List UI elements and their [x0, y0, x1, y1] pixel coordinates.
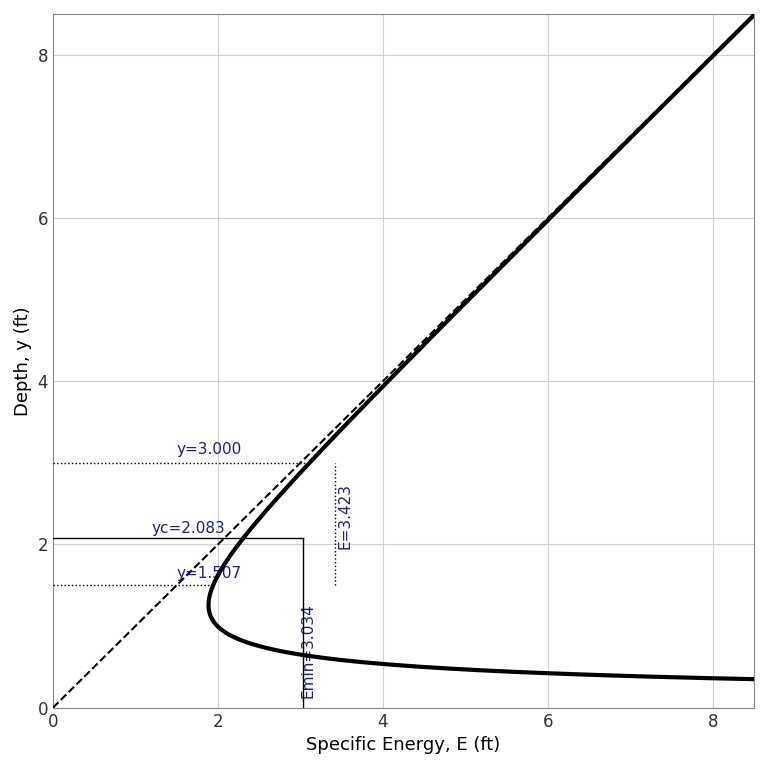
- Text: yc=2.083: yc=2.083: [152, 521, 226, 536]
- X-axis label: Specific Energy, E (ft): Specific Energy, E (ft): [306, 736, 501, 754]
- Y-axis label: Depth, y (ft): Depth, y (ft): [14, 306, 32, 415]
- Text: y=1.507: y=1.507: [177, 566, 242, 581]
- Text: E=3.423: E=3.423: [338, 482, 353, 548]
- Text: Emin=3.034: Emin=3.034: [301, 603, 316, 698]
- Text: y=3.000: y=3.000: [177, 442, 242, 457]
